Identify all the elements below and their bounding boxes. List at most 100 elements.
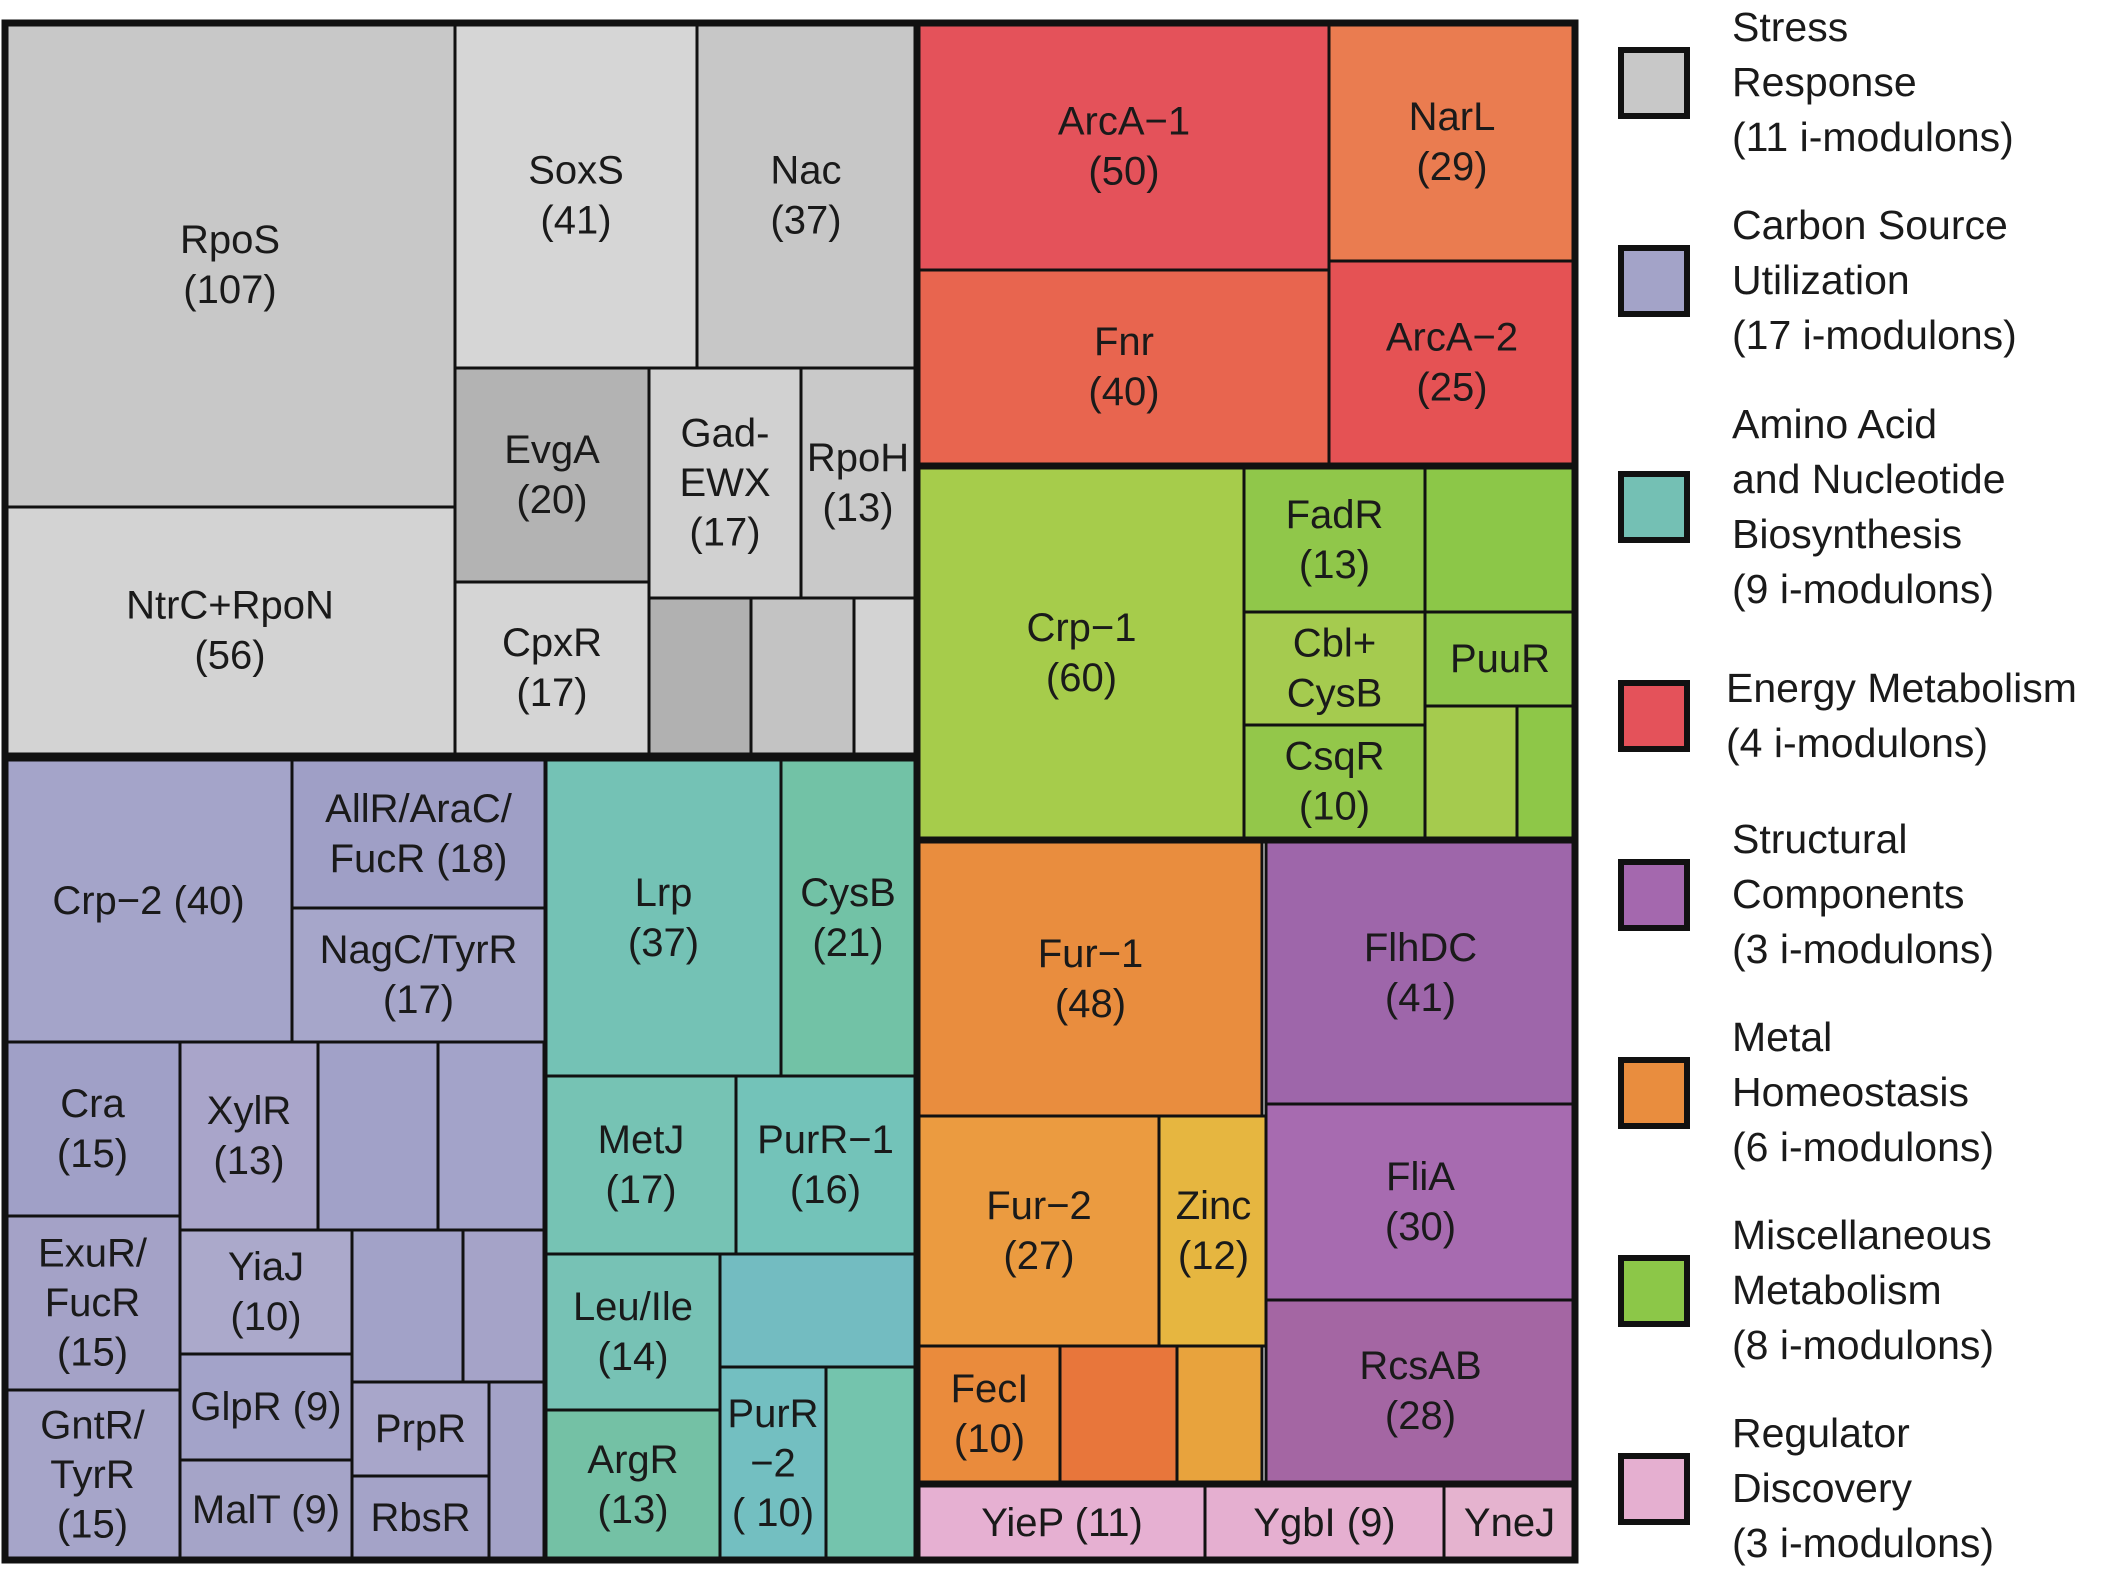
label-xylr: XylR (13) — [207, 1089, 291, 1183]
cell-carbon-unlabeled-21 — [461, 1228, 546, 1384]
label-lrp: Lrp (37) — [628, 871, 699, 965]
label-narl: NarL (29) — [1409, 95, 1496, 189]
label-zinc: Zinc (12) — [1176, 1184, 1252, 1278]
cell-evga — [453, 366, 651, 584]
legend-swatch-structural — [1618, 858, 1690, 931]
label-rbsr: RbsR — [370, 1496, 470, 1540]
cell-amino-unlabeled-33 — [718, 1252, 917, 1369]
cell-misc-unlabeled-47 — [1423, 704, 1519, 840]
label-crp-1: Crp−1 (60) — [1026, 606, 1136, 700]
label-arca-1: ArcA−1 (50) — [1058, 100, 1190, 194]
label-fur-1: Fur−1 (48) — [1038, 932, 1144, 1026]
cell-cra — [3, 1040, 182, 1218]
legend-swatch-stress — [1618, 46, 1690, 119]
cell-malt-9 — [178, 1458, 354, 1562]
cell-nac — [695, 21, 917, 370]
label-fnr: Fnr (40) — [1088, 320, 1159, 414]
cell-xylr — [178, 1040, 320, 1232]
label-cra: Cra (15) — [57, 1082, 128, 1176]
legend-label-structural: Structural Components (3 i-modulons) — [1732, 816, 1995, 972]
label-yiep-11: YieP (11) — [981, 1501, 1143, 1545]
cell-carbon-unlabeled-16 — [316, 1040, 440, 1232]
cell-gntr — [3, 1388, 182, 1562]
label-metj: MetJ (17) — [598, 1118, 685, 1212]
cell-cpxr — [453, 580, 651, 756]
label-exur: ExuR/FucR (15) — [38, 1231, 148, 1374]
cell-misc-unlabeled-48 — [1515, 704, 1577, 840]
legend-swatch-carbon — [1618, 244, 1690, 317]
legend-label-amino: Amino Acid and Nucleotide Biosynthesis (9 i… — [1732, 401, 2006, 612]
cell-carbon-unlabeled-20 — [350, 1228, 465, 1384]
legend-label-carbon: Carbon Source Utilization (17 i-modulons) — [1732, 202, 2017, 358]
label-flhdc: FlhDC (41) — [1364, 926, 1477, 1020]
cell-stress-unlabeled-9 — [749, 596, 856, 756]
label-puur: PuuR — [1450, 637, 1550, 681]
cell-ynej — [1442, 1484, 1577, 1562]
label-soxs: SoxS (41) — [528, 149, 624, 243]
cell-misc-unlabeled-43 — [1423, 466, 1577, 614]
label-ynej: YneJ — [1464, 1501, 1555, 1545]
cell-fadr — [1242, 466, 1427, 614]
cell-rpos — [3, 21, 457, 509]
label-nac: Nac (37) — [770, 149, 841, 243]
cell-rcsab — [1264, 1298, 1577, 1484]
label-csqr: CsqR (10) — [1284, 735, 1384, 829]
cell-cbl — [1242, 610, 1427, 727]
label-rpos: RpoS (107) — [180, 218, 280, 312]
legend-swatch-metal — [1618, 1056, 1690, 1129]
cell-flia — [1264, 1102, 1577, 1302]
cell-exur — [3, 1214, 182, 1392]
label-nagc-tyrr: NagC/TyrR (17) — [320, 928, 518, 1022]
cell-leu-ile — [544, 1252, 722, 1412]
label-malt-9: MalT (9) — [192, 1488, 340, 1532]
cell-csqr — [1242, 723, 1427, 840]
label-rpoh: RpoH (13) — [807, 436, 909, 530]
label-purr: PurR −2( 10) — [727, 1392, 818, 1535]
cell-metj — [544, 1074, 738, 1256]
legend: Stress Response (11 i-modulons) Carbon Sour… — [1610, 0, 2118, 1566]
cell-stress-unlabeled-10 — [852, 596, 917, 756]
cell-purr-1 — [734, 1074, 917, 1256]
cell-cysb — [779, 758, 917, 1078]
legend-label-energy: Energy Metabolism (4 i-modulons) — [1726, 665, 2077, 766]
label-cysb: CysB (21) — [800, 871, 896, 965]
label-argr: ArgR (13) — [587, 1438, 678, 1532]
label-gad: Gad-EWX (17) — [679, 411, 770, 554]
legend-label-stress: Stress Response (11 i-modulons) — [1732, 4, 2014, 160]
cell-yiaj — [178, 1228, 354, 1356]
label-cpxr: CpxR (17) — [502, 621, 602, 715]
label-yiaj: YiaJ (10) — [228, 1245, 304, 1339]
label-ygbi-9: YgbI (9) — [1253, 1501, 1395, 1545]
legend-swatch-regulator — [1618, 1452, 1690, 1525]
label-fadr: FadR (13) — [1286, 493, 1384, 587]
cell-soxs — [453, 21, 699, 370]
label-flia: FliA (30) — [1385, 1155, 1456, 1249]
legend-label-regulator: Regulator Discovery (3 i-modulons) — [1732, 1410, 1995, 1566]
label-ntrc-rpon: NtrC+RpoN (56) — [126, 584, 334, 678]
legend-label-misc: Miscellaneous Metabolism (8 i-modulons) — [1732, 1212, 1995, 1368]
label-purr-1: PurR−1 (16) — [757, 1118, 894, 1212]
label-cbl: Cbl+ CysB — [1287, 622, 1383, 716]
label-fur-2: Fur−2 (27) — [986, 1184, 1092, 1278]
cell-argr — [544, 1408, 722, 1562]
cell-narl — [1327, 21, 1577, 263]
cell-fur-1 — [917, 840, 1264, 1118]
label-crp-2-40: Crp−2 (40) — [52, 879, 244, 923]
legend-swatch-energy — [1618, 680, 1690, 752]
legend-label-metal: Metal Homeostasis (6 i-modulons) — [1732, 1014, 1995, 1170]
cell-metal-unlabeled-53 — [1058, 1344, 1179, 1484]
label-glpr-9: GlpR (9) — [190, 1385, 341, 1429]
cell-carbon-unlabeled-17 — [436, 1040, 546, 1232]
cell-metal-unlabeled-54 — [1175, 1344, 1264, 1484]
cell-crp-1 — [917, 466, 1246, 840]
label-leu-ile: Leu/Ile (14) — [573, 1285, 693, 1379]
cell-arca-2 — [1327, 259, 1577, 466]
label-gntr: GntR/TyrR (15) — [40, 1403, 145, 1546]
cell-rpoh — [799, 366, 917, 600]
label-rcsab: RcsAB (28) — [1359, 1344, 1481, 1438]
label-prpr: PrpR — [375, 1407, 466, 1451]
treemap-frame — [1, 19, 1579, 1564]
cell-ntrc-rpon — [3, 505, 457, 756]
cell-amino-unlabeled-36 — [824, 1365, 917, 1562]
label-feci: FecI (10) — [951, 1367, 1029, 1461]
